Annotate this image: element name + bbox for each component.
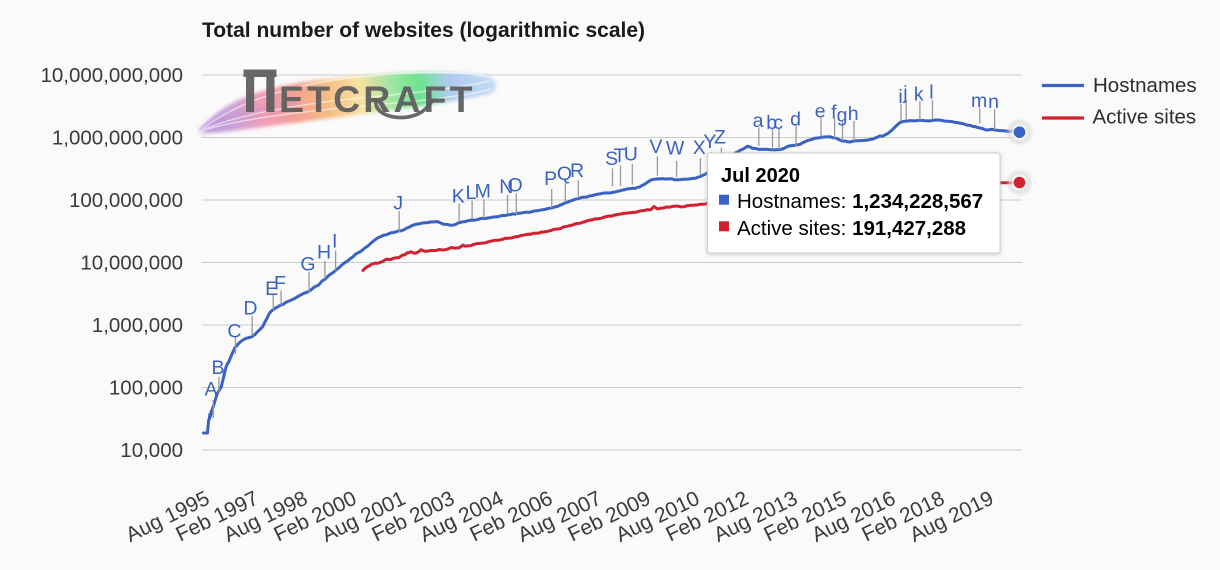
svg-text:c: c — [773, 112, 783, 134]
svg-text:Jul 2020: Jul 2020 — [721, 165, 800, 187]
svg-text:100,000: 100,000 — [109, 377, 183, 400]
svg-text:d: d — [790, 108, 801, 130]
svg-text:a: a — [753, 110, 764, 132]
svg-text:Hostnames: Hostnames — [1093, 74, 1197, 97]
svg-text:Hostnames: 1,234,228,567: Hostnames: 1,234,228,567 — [737, 190, 983, 213]
svg-text:J: J — [393, 192, 403, 214]
svg-text:C: C — [227, 320, 241, 342]
svg-text:O: O — [508, 175, 523, 197]
svg-text:Total number of websites (loga: Total number of websites (logarithmic sc… — [202, 19, 645, 42]
svg-text:Y: Y — [703, 131, 716, 153]
svg-text:I: I — [332, 230, 337, 252]
svg-text:n: n — [988, 91, 999, 113]
svg-text:j: j — [902, 82, 907, 104]
svg-text:A: A — [204, 378, 217, 400]
svg-text:ETCRAFT: ETCRAFT — [279, 78, 476, 120]
svg-text:B: B — [211, 357, 224, 379]
svg-text:m: m — [971, 90, 987, 112]
svg-text:N: N — [499, 176, 513, 198]
svg-text:g: g — [837, 104, 848, 126]
svg-text:S: S — [605, 148, 618, 170]
svg-text:D: D — [243, 298, 257, 320]
svg-text:W: W — [666, 138, 685, 160]
svg-text:Q: Q — [557, 163, 572, 185]
svg-text:U: U — [624, 144, 638, 166]
svg-text:f: f — [831, 102, 837, 124]
svg-text:T: T — [614, 145, 626, 167]
svg-text:L: L — [465, 182, 476, 204]
svg-text:P: P — [544, 168, 557, 190]
svg-text:e: e — [815, 100, 826, 122]
svg-text:10,000,000,000: 10,000,000,000 — [41, 64, 184, 87]
svg-text:k: k — [914, 83, 924, 105]
svg-text:i: i — [898, 86, 902, 108]
svg-text:10,000,000: 10,000,000 — [80, 252, 183, 275]
svg-text:H: H — [317, 242, 331, 264]
svg-text:V: V — [649, 136, 662, 158]
svg-text:10,000: 10,000 — [120, 439, 183, 462]
svg-text:G: G — [300, 254, 315, 276]
svg-text:b: b — [766, 112, 777, 134]
svg-text:1,000,000,000: 1,000,000,000 — [52, 127, 183, 150]
svg-text:F: F — [274, 273, 286, 295]
svg-text:100,000,000: 100,000,000 — [69, 189, 183, 212]
svg-text:K: K — [452, 186, 465, 208]
svg-text:R: R — [570, 160, 584, 182]
svg-text:Active sites: Active sites — [1093, 106, 1197, 129]
svg-text:E: E — [265, 278, 278, 300]
svg-text:M: M — [475, 181, 491, 203]
svg-text:h: h — [848, 103, 859, 125]
svg-text:l: l — [929, 81, 933, 103]
svg-text:Active sites: 191,427,288: Active sites: 191,427,288 — [737, 217, 966, 240]
svg-text:X: X — [693, 137, 706, 159]
svg-text:1,000,000: 1,000,000 — [92, 314, 183, 337]
svg-text:Z: Z — [714, 127, 726, 149]
